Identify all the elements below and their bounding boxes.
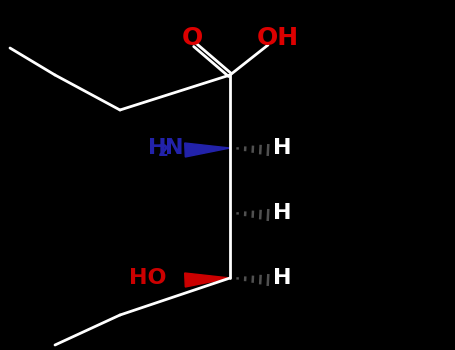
Text: H: H (273, 138, 291, 158)
Text: OH: OH (257, 26, 299, 50)
Polygon shape (185, 143, 230, 157)
Text: H: H (273, 268, 291, 288)
Polygon shape (185, 273, 230, 287)
Text: H: H (273, 203, 291, 223)
Text: N: N (165, 138, 183, 158)
Text: 2: 2 (158, 144, 169, 159)
Text: O: O (182, 26, 202, 50)
Text: H: H (148, 138, 167, 158)
Text: HO: HO (129, 268, 167, 288)
